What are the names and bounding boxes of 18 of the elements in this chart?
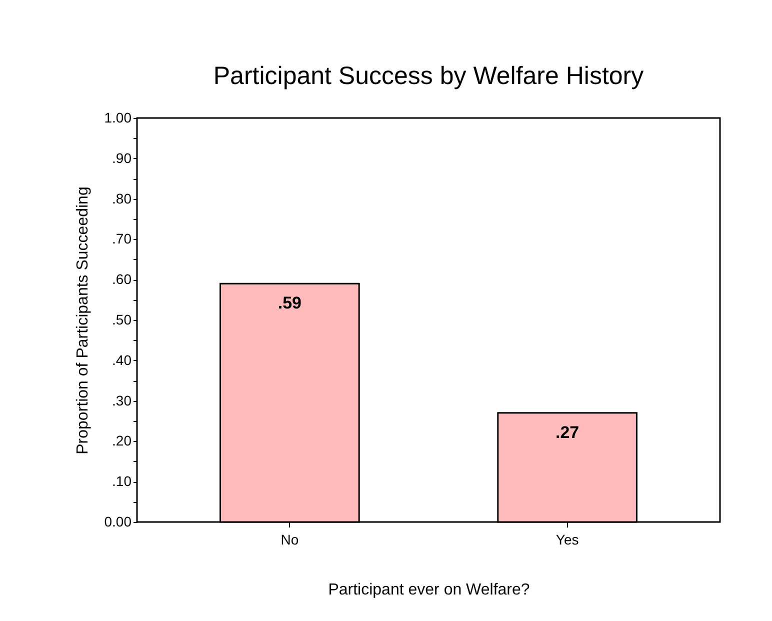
x-tick-label: No [280, 532, 299, 548]
y-axis-title: Proportion of Participants Succeeding [74, 186, 92, 454]
y-tick-label: .30 [112, 392, 132, 408]
data-label: .59 [278, 294, 302, 313]
y-tick-label: 0.00 [104, 514, 132, 530]
y-tick-label: .60 [112, 271, 132, 288]
y-tick-label: .40 [112, 352, 132, 368]
chart-title: Participant Success by Welfare History [213, 62, 644, 90]
x-tick-label: Yes [556, 532, 579, 548]
y-tick-label: .50 [112, 312, 132, 328]
x-axis-title: Participant ever on Welfare? [328, 582, 530, 598]
y-tick-label: .20 [112, 432, 132, 449]
y-tick-label: .70 [112, 230, 132, 247]
y-tick-label: .10 [112, 473, 132, 490]
y-tick-label: 1.00 [104, 110, 132, 126]
y-tick-label: .80 [112, 190, 132, 206]
data-label: .27 [555, 422, 580, 442]
y-tick-label: .90 [112, 150, 132, 166]
